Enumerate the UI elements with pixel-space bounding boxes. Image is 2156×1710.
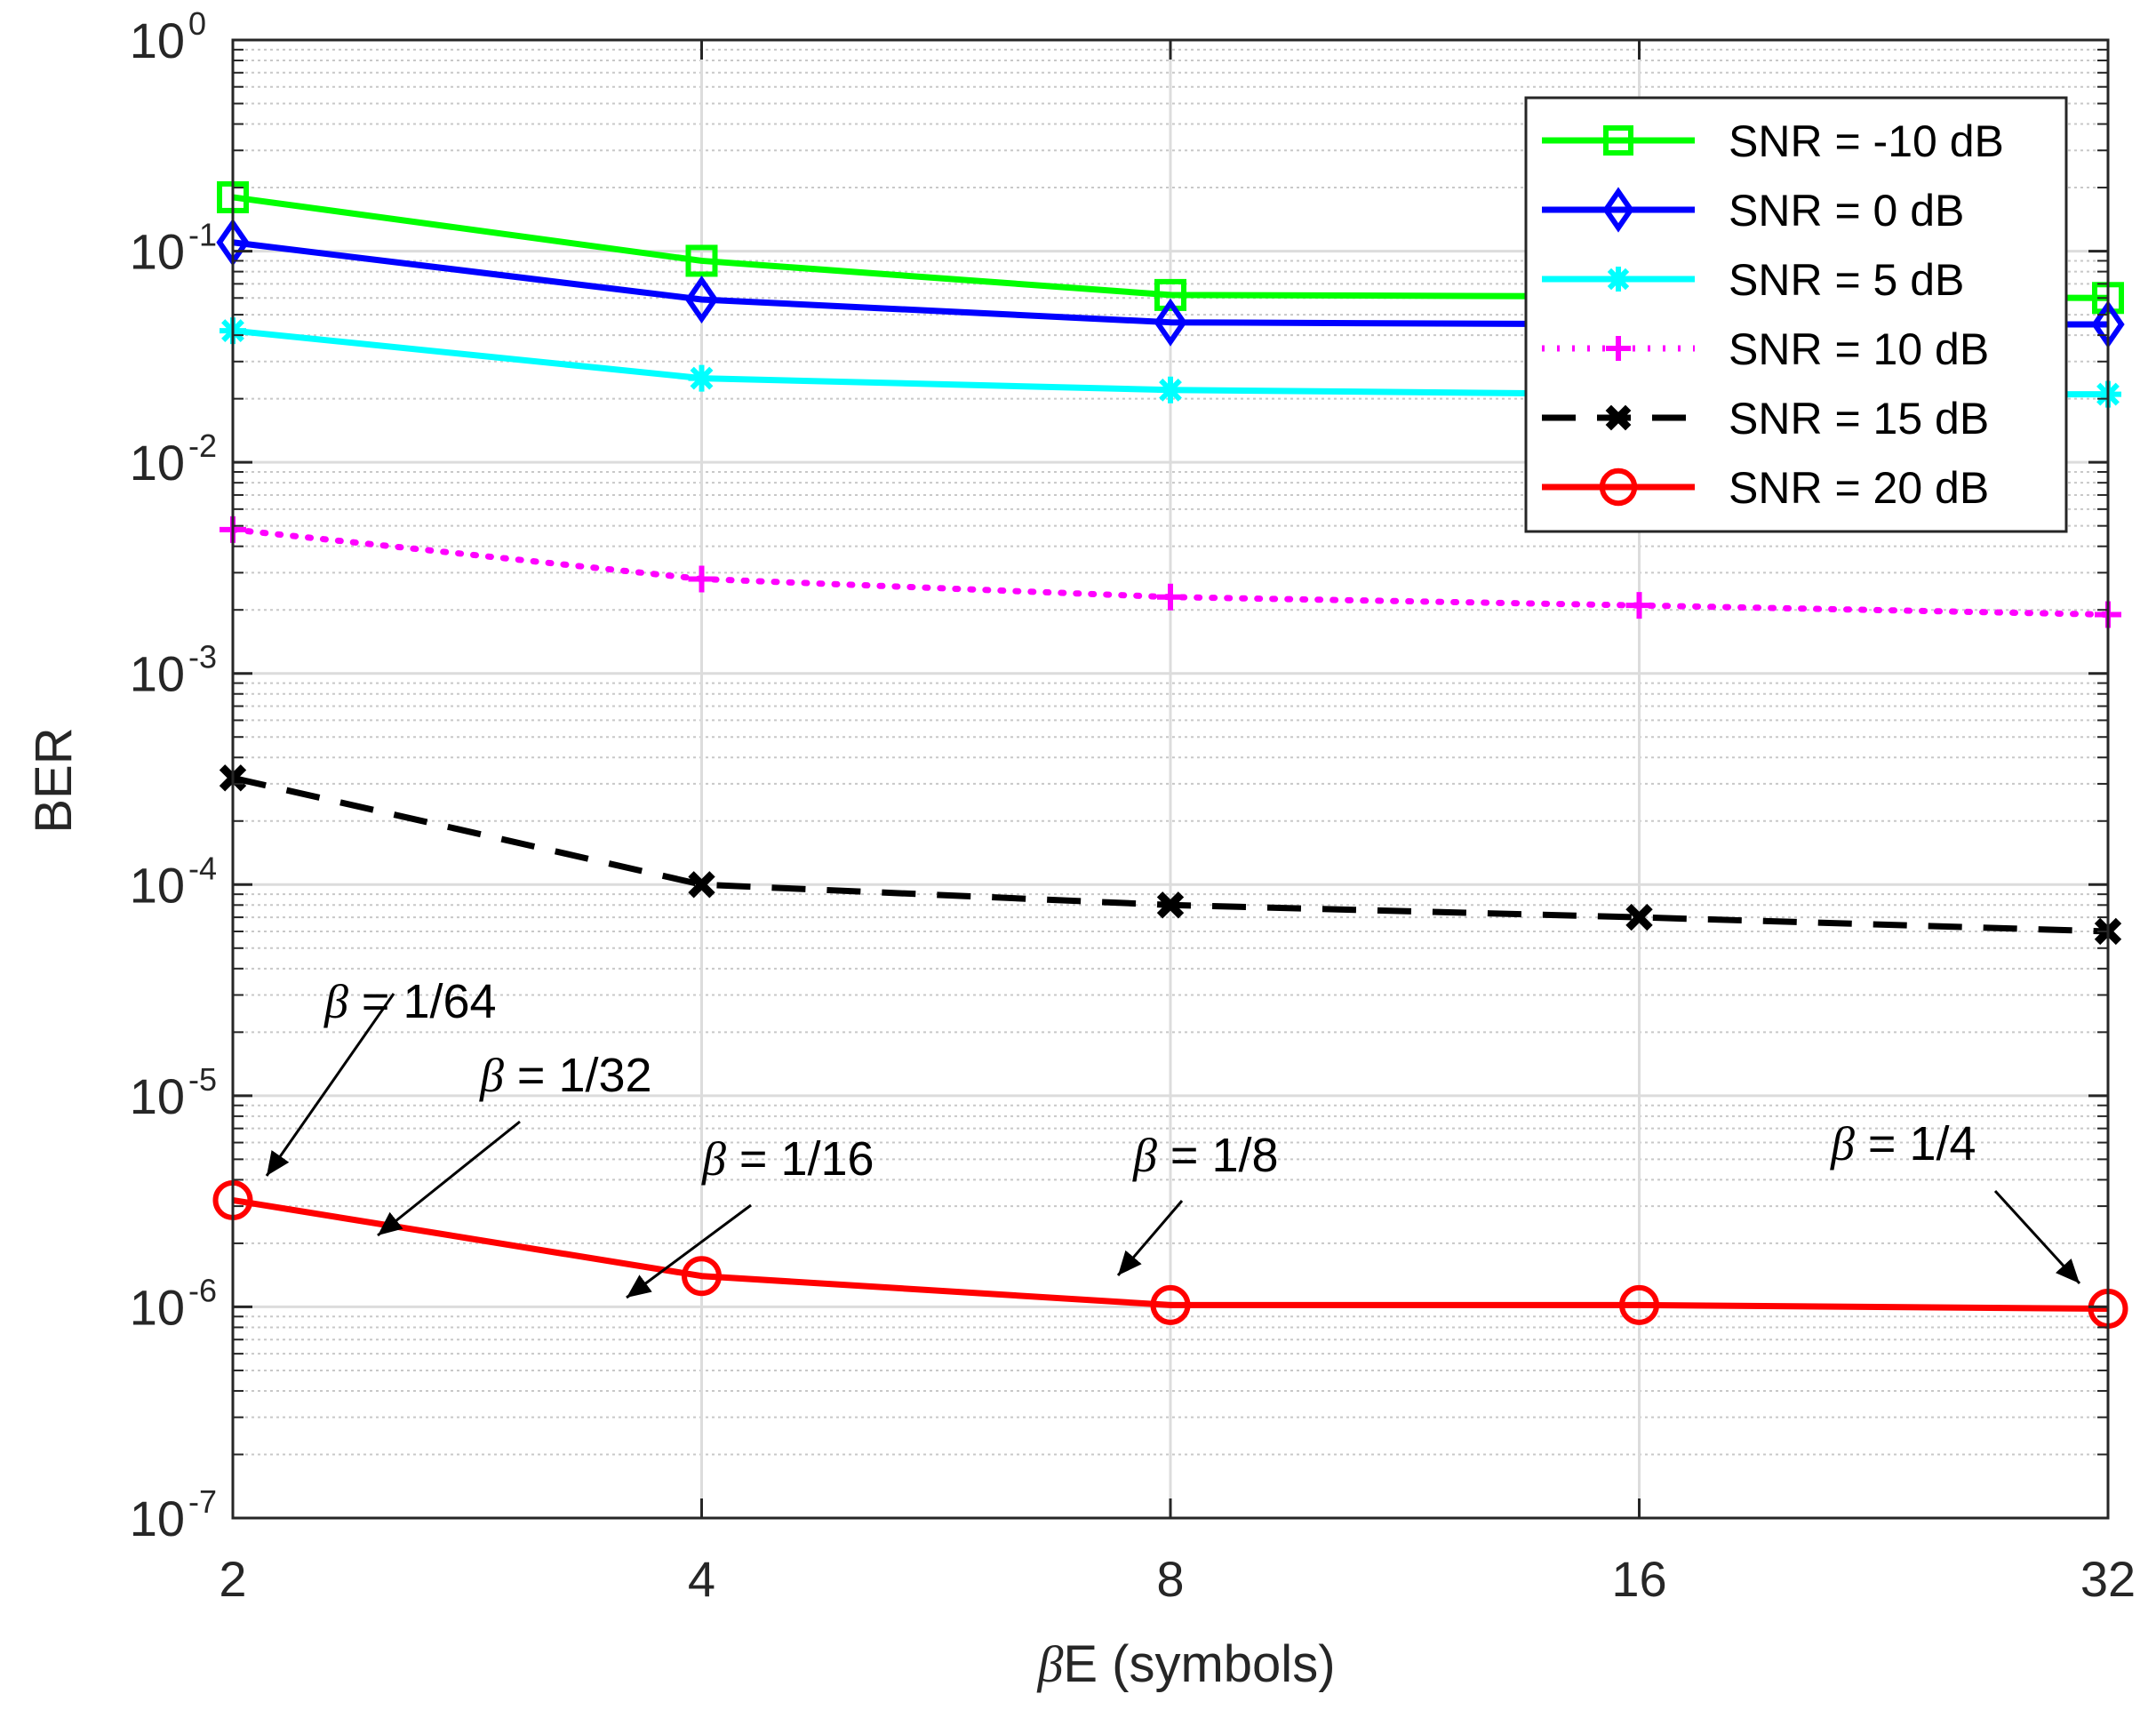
annotation-value: = 1/8 <box>1157 1129 1279 1182</box>
marker-x <box>1605 404 1632 431</box>
marker-circle <box>1599 467 1638 507</box>
annotation-value: = 1/32 <box>504 1049 652 1102</box>
y-tick-exponent: -1 <box>188 217 217 253</box>
legend: SNR = -10 dB SNR = 0 dB SNR = 5 dB SNR = 10… <box>1524 96 2068 533</box>
annotation-arrow <box>626 1203 752 1299</box>
legend-entry: SNR = 5 dB <box>1542 255 1964 305</box>
marker-x <box>1156 891 1185 919</box>
legend-label: SNR = -10 dB <box>1729 116 2004 166</box>
marker-x <box>1625 903 1653 931</box>
annotation-beta: β <box>479 1049 504 1102</box>
y-tick-label: 10 <box>130 1490 185 1546</box>
annotation-arrow <box>265 993 395 1177</box>
x-axis-label-beta: β <box>1036 1635 1063 1693</box>
y-tick-exponent: -6 <box>188 1272 217 1308</box>
legend-label: SNR = 15 dB <box>1729 394 1989 443</box>
legend-entry: SNR = 20 dB <box>1542 463 1989 513</box>
annotation-beta: β <box>1830 1117 1855 1171</box>
x-tick-label: 4 <box>688 1551 715 1607</box>
marker-plus <box>1606 336 1631 361</box>
marker-plus <box>688 565 715 593</box>
y-tick-label: 10 <box>130 1068 185 1124</box>
x-tick-label: 32 <box>2080 1551 2136 1607</box>
marker-diamond <box>1154 298 1187 347</box>
annotation-beta: β <box>323 975 348 1028</box>
x-axis-label: βE (symbols) <box>1036 1635 1335 1693</box>
marker-diamond <box>684 275 719 324</box>
x-tick-labels: 2 4 8 16 32 <box>219 1551 2136 1607</box>
y-tick-exponent: -3 <box>188 639 217 675</box>
annotation-label: β = 1/8 <box>1132 1129 1279 1182</box>
y-tick-label: 10 <box>130 646 185 702</box>
axis-ticks <box>231 38 2110 1520</box>
legend-entry: SNR = 10 dB <box>1542 324 1989 374</box>
x-tick-label: 16 <box>1611 1551 1666 1607</box>
legend-entry: SNR = 15 dB <box>1542 394 1989 443</box>
y-tick-exponent: -4 <box>188 850 217 886</box>
marker-circle <box>1619 1284 1659 1325</box>
marker-asterisk <box>1606 267 1631 292</box>
marker-plus <box>1625 592 1653 619</box>
y-tick-exponent: 0 <box>188 5 206 42</box>
marker-diamond <box>1602 187 1634 233</box>
marker-circle <box>682 1256 722 1297</box>
marker-square <box>685 244 718 277</box>
annotation-beta: β <box>701 1132 726 1186</box>
annotation-label: β = 1/4 <box>1830 1117 1976 1171</box>
marker-circle <box>1150 1284 1191 1325</box>
y-tick-label: 10 <box>130 224 185 280</box>
annotation-label: β = 1/16 <box>701 1132 874 1186</box>
legend-entry: SNR = 0 dB <box>1542 186 1964 236</box>
y-tick-exponent: -7 <box>188 1483 217 1520</box>
marker-plus <box>1157 583 1184 611</box>
x-tick-label: 2 <box>219 1551 246 1607</box>
marker-square <box>1154 278 1186 311</box>
y-tick-exponent: -2 <box>188 428 217 464</box>
x-axis-label-rest: E (symbols) <box>1063 1635 1335 1693</box>
annotation-label: β = 1/32 <box>479 1049 652 1102</box>
x-tick-label: 8 <box>1156 1551 1184 1607</box>
y-axis-label: BER <box>25 727 83 833</box>
annotation-label: β = 1/64 <box>323 975 497 1028</box>
y-tick-label: 10 <box>130 435 185 491</box>
annotation-value: = 1/16 <box>726 1132 874 1186</box>
y-tick-exponent: -5 <box>188 1061 217 1098</box>
marker-asterisk <box>688 364 715 392</box>
legend-label: SNR = 20 dB <box>1729 463 1989 513</box>
annotations: β = 1/64β = 1/32β = 1/16 β = 1/8 β = 1/4 <box>265 975 2081 1299</box>
annotation-value: = 1/64 <box>348 975 497 1028</box>
legend-label: SNR = 5 dB <box>1729 255 1964 305</box>
y-tick-label: 10 <box>130 12 185 68</box>
annotation-value: = 1/4 <box>1855 1117 1976 1171</box>
y-tick-label: 10 <box>130 1279 185 1335</box>
marker-square <box>1603 125 1633 156</box>
annotation-arrow <box>377 1120 521 1237</box>
legend-box <box>1524 96 2068 533</box>
marker-asterisk <box>1157 376 1184 404</box>
annotation-arrow <box>1993 1189 2081 1285</box>
minor-grid <box>233 48 2108 1456</box>
legend-label: SNR = 10 dB <box>1729 324 1989 374</box>
legend-entry: SNR = -10 dB <box>1542 116 2004 166</box>
legend-label: SNR = 0 dB <box>1729 186 1964 236</box>
annotation-beta: β <box>1132 1129 1157 1182</box>
series-line <box>232 1196 2109 1313</box>
annotation-arrow <box>1116 1200 1184 1276</box>
marker-x <box>688 871 715 899</box>
y-tick-label: 10 <box>130 857 185 913</box>
